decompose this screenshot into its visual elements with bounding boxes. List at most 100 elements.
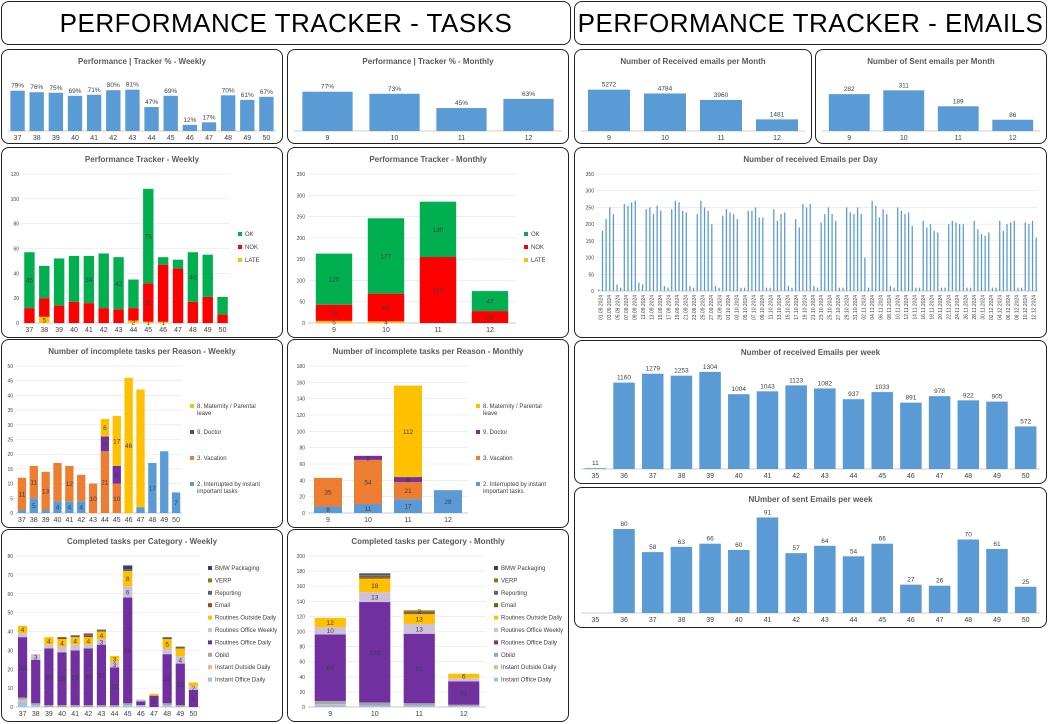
chart-svg: Performance | Tracker % - Weekly 79% 76% 75…	[8, 57, 276, 142]
bar	[928, 585, 951, 613]
x-tick-label: 38	[678, 617, 686, 624]
x-tick-label: 47	[174, 327, 182, 334]
bar-segment	[367, 321, 405, 323]
x-tick-label: 06.11.2024	[879, 295, 885, 320]
bar-value-label: 47%	[145, 99, 158, 106]
x-tick-label: 48	[189, 327, 197, 334]
segment-value-label: 8	[326, 507, 330, 514]
bar-segment	[448, 678, 480, 682]
bar	[667, 287, 669, 291]
bar-segment	[160, 451, 169, 513]
bar	[802, 204, 804, 291]
chart-panel: Performance Tracker - Weekly 0 20 40 60 80 100…	[1, 147, 283, 338]
x-tick-label: 48	[148, 517, 156, 524]
bar	[728, 394, 750, 469]
x-tick-label: 44	[130, 327, 138, 334]
bar-segment	[123, 703, 133, 706]
bar	[641, 284, 644, 291]
x-tick-label: 13.10.2024	[777, 295, 783, 320]
bar-segment	[24, 308, 35, 323]
bar-segment	[100, 451, 110, 513]
segment-value-label: 130	[433, 227, 444, 234]
bar-segment	[403, 703, 435, 706]
bar-value-label: 70	[965, 532, 973, 539]
chart-svg: Completed tasks per Category - Weekly 0 10…	[7, 537, 277, 718]
x-tick-label: 49	[204, 327, 212, 334]
x-tick-label: 36	[620, 617, 628, 624]
segment-value-label: 112	[403, 429, 414, 436]
bar	[645, 209, 647, 291]
y-tick-label: 40	[7, 393, 13, 399]
bar-segment	[57, 639, 67, 647]
x-tick-label: 12	[525, 135, 533, 142]
bar-segment	[448, 704, 480, 707]
bar-value-label: 1481	[770, 111, 785, 118]
segment-value-label: 6	[115, 472, 119, 479]
x-tick-label: 39	[706, 473, 714, 480]
x-tick-label: 40	[735, 617, 743, 624]
x-tick-label: 50	[263, 135, 271, 142]
bar-segment	[315, 253, 353, 305]
bar	[977, 229, 979, 291]
x-tick-label: 48	[964, 473, 972, 480]
bar-segment	[354, 459, 382, 505]
x-tick-label: 38	[678, 473, 686, 480]
legend-label: Email	[501, 603, 516, 609]
y-tick-label: 250	[297, 215, 306, 221]
bar-segment	[434, 490, 462, 513]
segment-value-label: 3	[113, 662, 117, 669]
bar	[743, 287, 746, 291]
x-tick-label: 02.11.2024	[862, 295, 868, 320]
bar-segment	[128, 320, 139, 323]
x-tick-label: 03.10.2024	[734, 295, 740, 320]
y-tick-label: 0	[10, 511, 13, 517]
bar	[937, 232, 939, 291]
bar-segment	[359, 573, 391, 575]
legend-label: 9. Doctor	[197, 430, 221, 436]
x-tick-label: 42	[84, 711, 92, 718]
x-tick-label: 41	[85, 327, 93, 334]
x-tick-label: 50	[219, 327, 227, 334]
bar	[900, 402, 922, 469]
bar	[988, 232, 990, 291]
segment-value-label: 92	[416, 666, 424, 673]
bar-segment	[217, 296, 228, 315]
bar-segment	[128, 279, 139, 309]
bar-segment	[17, 697, 28, 700]
bar-value-label: 66	[706, 536, 714, 543]
bar	[957, 400, 980, 469]
chart-title: Performance Tracker - Monthly	[369, 155, 487, 164]
bar	[67, 95, 83, 131]
segment-value-label: 5	[32, 503, 36, 510]
bar	[1014, 426, 1037, 469]
bar-segment	[83, 648, 93, 706]
x-tick-label: 03.09.2024	[607, 295, 613, 320]
x-tick-label: 37	[19, 711, 27, 718]
legend-label: 9. Doctor	[483, 430, 507, 436]
legend-label: VERP	[501, 578, 517, 584]
bar-segment	[394, 481, 422, 500]
segment-value-label: 155	[433, 288, 444, 295]
y-tick-label: 0	[302, 321, 305, 327]
bar-segment	[100, 436, 110, 452]
x-tick-label: 08.11.2024	[887, 295, 893, 320]
x-tick-label: 42	[77, 517, 85, 524]
x-tick-label: 12	[460, 711, 468, 718]
bar-value-label: 1004	[732, 386, 747, 393]
x-tick-label: 43	[821, 473, 829, 480]
bar-segment	[39, 316, 50, 323]
x-tick-label: 47	[137, 517, 145, 524]
x-tick-label: 46	[125, 517, 133, 524]
bar-value-label: 282	[844, 86, 855, 93]
y-tick-label: 150	[297, 257, 306, 263]
bar	[900, 584, 922, 613]
bar	[955, 222, 957, 291]
bar-segment	[70, 705, 80, 707]
bar	[696, 214, 698, 291]
legend-swatch	[208, 615, 212, 620]
chart-panel: Number of incomplete tasks per Reason - …	[287, 339, 569, 528]
bar	[663, 285, 666, 291]
y-tick-label: 60	[299, 462, 305, 468]
bar	[973, 220, 975, 291]
bar-value-label: 1304	[703, 364, 718, 371]
